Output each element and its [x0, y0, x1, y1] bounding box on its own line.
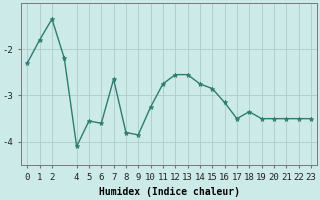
X-axis label: Humidex (Indice chaleur): Humidex (Indice chaleur)	[99, 187, 240, 197]
